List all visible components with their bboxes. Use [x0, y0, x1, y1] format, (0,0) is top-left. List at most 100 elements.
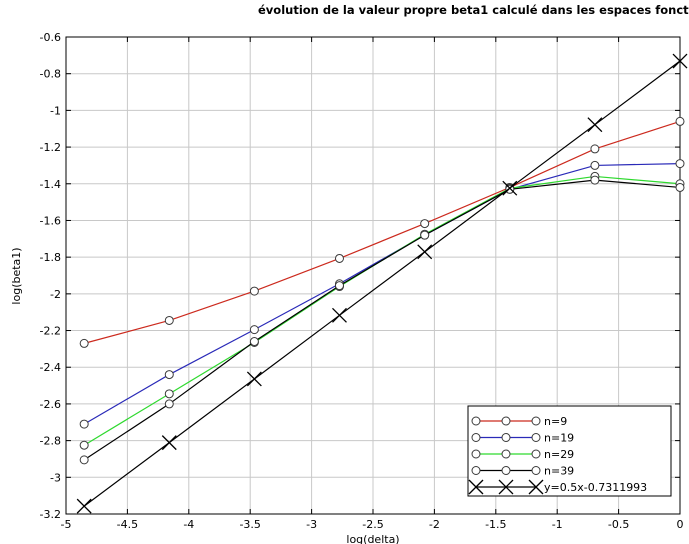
- data-point: [164, 399, 174, 409]
- x-marker-stroke: [498, 479, 514, 495]
- legend-entry: n=39: [471, 465, 574, 478]
- data-point: [590, 175, 600, 185]
- series-line: [83, 179, 681, 461]
- x-tick-label: -2.5: [362, 518, 383, 531]
- data-point: [420, 219, 430, 229]
- y-tick-label: -3.2: [40, 508, 61, 521]
- chart-title: évolution de la valeur propre beta1 calc…: [258, 3, 689, 17]
- y-tick-label: -1.8: [40, 251, 61, 264]
- x-marker-stroke: [502, 180, 518, 196]
- data-point: [675, 116, 685, 126]
- legend-marker: [501, 433, 511, 442]
- y-tick-label: -0.6: [40, 31, 61, 44]
- legend-marker: [471, 449, 481, 459]
- data-point: [590, 144, 600, 154]
- data-point: [76, 498, 92, 514]
- x-marker-stroke: [417, 244, 433, 260]
- legend-marker: [501, 449, 511, 459]
- legend-entry: n=19: [471, 432, 574, 445]
- data-point: [502, 180, 518, 196]
- series-line: [83, 60, 681, 507]
- y-tick-label: -2: [50, 288, 61, 301]
- data-point: [332, 307, 347, 323]
- data-point: [420, 230, 430, 240]
- data-point: [672, 53, 688, 69]
- legend-marker: [471, 466, 481, 475]
- legend-marker: [531, 433, 541, 442]
- data-point: [590, 160, 600, 170]
- data-point: [334, 281, 344, 291]
- x-marker-stroke: [587, 117, 603, 133]
- series-n=39: [79, 175, 685, 465]
- data-point: [164, 370, 174, 380]
- data-point: [161, 435, 177, 451]
- x-marker-stroke: [246, 371, 262, 387]
- y-axis-label: log(beta1): [10, 247, 23, 304]
- legend-marker: [531, 416, 541, 426]
- legend-marker: [528, 479, 544, 495]
- series-line: [83, 162, 681, 425]
- data-point: [249, 325, 259, 335]
- x-tick-label: -0.5: [608, 518, 629, 531]
- y-tick-label: -2.6: [40, 398, 61, 411]
- y-tick-label: -0.8: [40, 68, 61, 81]
- x-tick-label: 0: [677, 518, 684, 531]
- data-point: [79, 440, 89, 450]
- x-marker-stroke: [332, 307, 347, 323]
- x-tick-label: -4.5: [117, 518, 138, 531]
- x-tick-label: -3.5: [239, 518, 260, 531]
- data-point: [417, 244, 433, 260]
- data-point: [249, 286, 259, 296]
- series-line: [84, 120, 681, 344]
- data-point: [675, 182, 685, 192]
- y-tick-label: -1.4: [40, 178, 61, 191]
- legend-marker: [501, 416, 511, 426]
- x-tick-label: -2: [429, 518, 440, 531]
- x-tick-label: -4: [183, 518, 194, 531]
- y-tick-label: -2.4: [40, 361, 61, 374]
- legend-label: n=29: [544, 448, 574, 461]
- x-marker-stroke: [672, 53, 688, 69]
- x-tick-label: -1.5: [485, 518, 506, 531]
- x-axis-label: log(delta): [346, 533, 399, 544]
- legend-marker: [501, 466, 511, 475]
- x-marker-stroke: [468, 479, 484, 495]
- y-tick-label: -1.2: [40, 141, 61, 154]
- y-tick-label: -3: [50, 471, 61, 484]
- data-point: [164, 315, 174, 325]
- legend-label: n=19: [544, 432, 574, 445]
- data-point: [79, 455, 89, 465]
- x-tick-label: -5: [61, 518, 72, 531]
- legend-marker: [471, 416, 481, 426]
- data-point: [164, 389, 174, 399]
- legend-label: n=9: [544, 415, 567, 428]
- data-point: [334, 253, 344, 263]
- legend-label: n=39: [544, 465, 574, 478]
- legend-marker: [531, 466, 541, 475]
- data-point: [249, 337, 259, 347]
- x-tick-label: -1: [552, 518, 563, 531]
- legend-entry: n=9: [471, 415, 567, 428]
- y-tick-label: -2.2: [40, 325, 61, 338]
- legend-label: y=0.5x-0.7311993: [544, 481, 647, 494]
- legend: n=9 n=19 n=29 n=39 y=0.5x-0.7311993: [467, 405, 672, 497]
- legend-entry: y=0.5x-0.7311993: [468, 479, 647, 495]
- x-marker-stroke: [528, 479, 544, 495]
- x-tick-label: -3: [306, 518, 317, 531]
- series-n=9: [79, 116, 685, 348]
- legend-marker: [531, 449, 541, 459]
- y-tick-label: -2.8: [40, 435, 61, 448]
- series-y=0.5x-0.7311993: [76, 53, 688, 514]
- x-marker-stroke: [76, 498, 92, 514]
- legend-marker: [471, 433, 481, 442]
- data-point: [587, 117, 603, 133]
- y-tick-label: -1: [50, 104, 61, 117]
- x-marker-stroke: [161, 435, 177, 451]
- data-point: [79, 338, 89, 348]
- legend-marker: [498, 479, 514, 495]
- y-tick-label: -1.6: [40, 214, 61, 227]
- data-point: [246, 371, 262, 387]
- data-point: [675, 159, 685, 169]
- legend-entry: n=29: [471, 448, 574, 461]
